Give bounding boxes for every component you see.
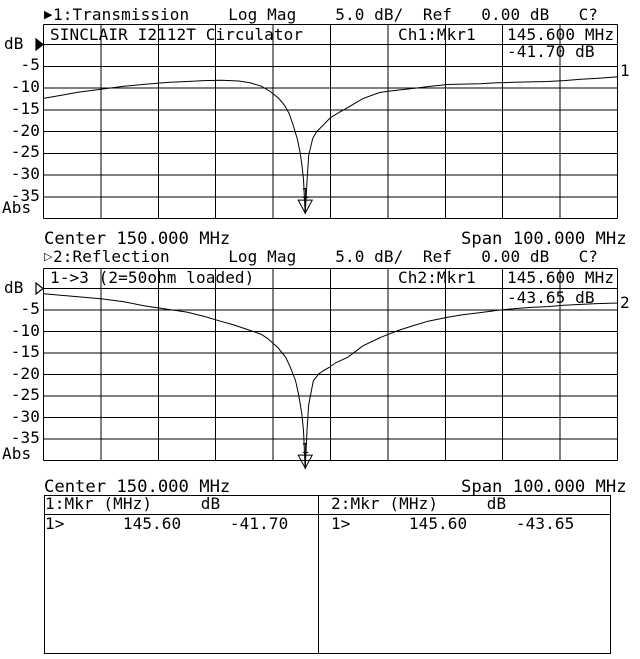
y-axis-tick-label: -10 <box>10 77 40 96</box>
ch1-y-axis-unit: dB <box>4 34 24 53</box>
chart-1-graticule <box>43 24 618 219</box>
y-axis-tick-label: -25 <box>10 385 40 404</box>
ch1-measurement-header: 1:Transmission Log Mag 5.0 dB/ Ref 0.00 … <box>53 5 599 24</box>
y-axis-tick-label: -15 <box>10 342 40 361</box>
trace-line-2 <box>43 293 618 470</box>
ch2-active-indicator-icon: ▷ <box>44 250 53 263</box>
ch1-span: Span 100.000 MHz <box>461 229 627 249</box>
ch2-trace-number: 2 <box>620 293 630 312</box>
y-axis-tick-label: -25 <box>10 142 40 161</box>
ch1-trace-number: 1 <box>620 61 630 80</box>
ch2-y-axis-unit: dB <box>4 278 24 297</box>
marker-table-panel1-row: 1> 145.60 -41.70 <box>45 514 289 533</box>
chart-2-graticule <box>43 268 618 461</box>
y-axis-tick-label: -10 <box>10 321 40 340</box>
marker-symbol-ch1 <box>297 196 314 215</box>
y-axis-tick-label: -20 <box>10 121 40 140</box>
y-axis-tick-label: -30 <box>10 164 40 183</box>
y-axis-tick-label: -15 <box>10 99 40 118</box>
ch2-marker-label: Ch2:Mkr1 <box>398 268 476 287</box>
ch1-abs-label: Abs <box>2 198 32 217</box>
trace-line-1 <box>43 76 618 215</box>
marker-symbol-ch2 <box>297 451 314 470</box>
ch2-title: 1->3 (2=50ohm loaded) <box>50 268 255 287</box>
y-axis-tick-label: -35 <box>10 186 40 205</box>
y-axis-tick-label: -30 <box>10 407 40 426</box>
ch2-center-frequency: Center 150.000 MHz <box>44 477 231 497</box>
ch2-abs-label: Abs <box>2 444 32 463</box>
ref-level-pointer-icon <box>35 281 44 296</box>
y-axis-tick-label: -5 <box>20 299 40 318</box>
ch2-span: Span 100.000 MHz <box>461 477 627 497</box>
y-axis-tick-label: -20 <box>10 364 40 383</box>
y-axis-tick-label: -5 <box>20 55 40 74</box>
marker-table-panel1-header: 1:Mkr (MHz) dB <box>45 494 221 513</box>
y-axis-tick-label: -35 <box>10 428 40 447</box>
ch1-center-frequency: Center 150.000 MHz <box>44 229 231 249</box>
ch1-marker-frequency: 145.600 MHz <box>507 25 615 44</box>
marker-number-label: 1 <box>301 187 309 202</box>
ch2-measurement-header: 2:Reflection Log Mag 5.0 dB/ Ref 0.00 dB… <box>53 247 599 266</box>
ref-level-pointer-icon <box>35 37 44 52</box>
marker-table-frame <box>44 495 611 654</box>
ch1-marker-value: -41.70 dB <box>507 42 595 61</box>
ch1-active-indicator-icon: ▶ <box>44 8 53 21</box>
ch2-marker-value: -43.65 dB <box>507 288 595 307</box>
marker-table-panel2-row: 1> 145.60 -43.65 <box>331 514 575 533</box>
ch1-title: SINCLAIR I2112T Circulator <box>50 25 304 44</box>
ch2-marker-frequency: 145.600 MHz <box>507 268 615 287</box>
ch1-marker-label: Ch1:Mkr1 <box>398 25 476 44</box>
marker-table-panel2-header: 2:Mkr (MHz) dB <box>331 494 507 513</box>
marker-number-label: 1 <box>301 442 309 457</box>
